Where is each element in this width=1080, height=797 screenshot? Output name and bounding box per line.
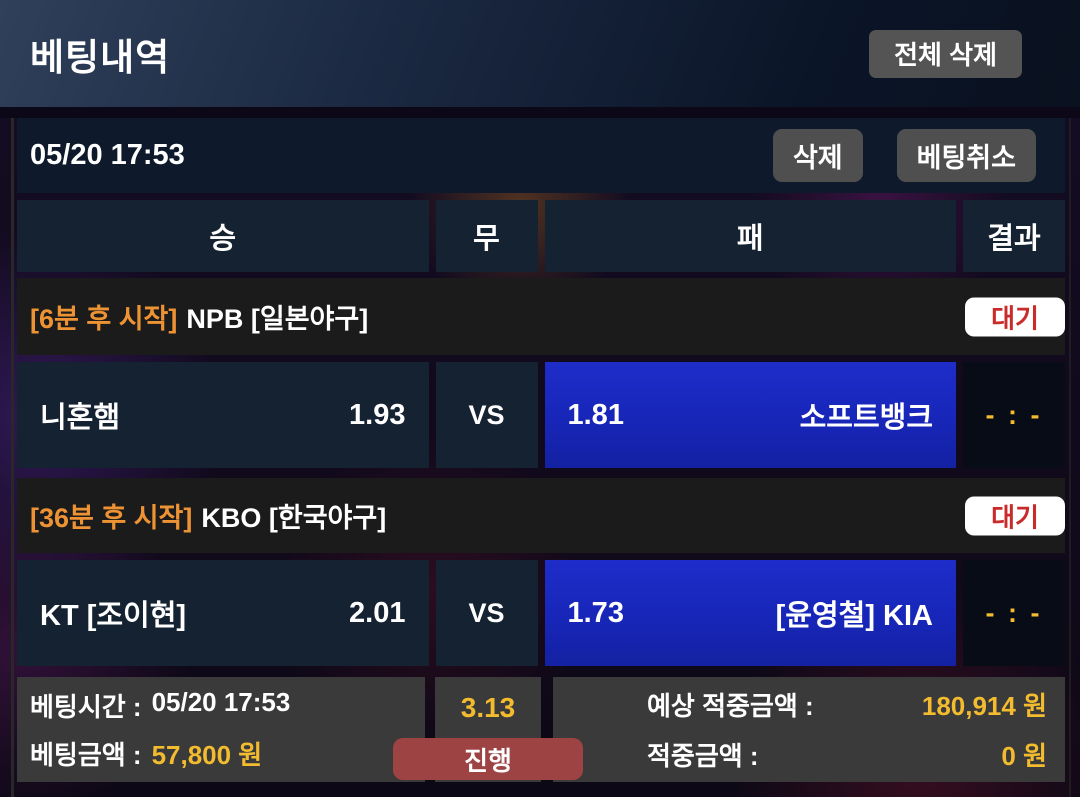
bet-time-line: 베팅시간 : 05/20 17:53 <box>30 687 425 724</box>
away-bet-cell-selected[interactable]: 1.81 소프트뱅크 <box>544 362 956 468</box>
home-team-name: KT [조이현] <box>40 600 187 632</box>
home-odds: 2.01 <box>349 596 406 629</box>
home-odds: 1.93 <box>349 398 406 431</box>
bet-history-board: 05/20 17:53 삭제 베팅취소 승 무 패 결과 [6분 후 시작] N… <box>0 118 1080 797</box>
away-team-name: 소프트뱅크 <box>799 402 933 434</box>
match-start-note: [36분 후 시작] <box>30 503 193 533</box>
delete-all-button[interactable]: 전체 삭제 <box>869 29 1022 78</box>
bet-time-value: 05/20 17:53 <box>151 687 291 717</box>
home-bet-cell[interactable]: 니혼햄 1.93 <box>17 362 429 468</box>
home-team-name: 니혼햄 <box>40 402 121 434</box>
vs-cell: VS <box>435 560 538 666</box>
page-header: 베팅내역 전체 삭제 <box>0 0 1080 107</box>
match-status-badge: 대기 <box>965 297 1065 336</box>
expected-win-value: 180,914 원 <box>921 691 1047 721</box>
match-row-npb: 니혼햄 1.93 VS 1.81 소프트뱅크 - : - <box>17 362 1065 468</box>
match-score: - : - <box>963 560 1065 666</box>
match-score: - : - <box>963 362 1065 468</box>
bet-summary: 베팅시간 : 05/20 17:53 베팅금액 : 57,800 원 3.13 … <box>17 677 1065 782</box>
match-start-note: [6분 후 시작] <box>30 304 178 334</box>
win-amount-label: 적중금액 : <box>647 741 759 771</box>
bet-amount-line: 베팅금액 : 57,800 원 <box>30 735 425 772</box>
bet-amount-value: 57,800 원 <box>151 740 263 770</box>
bet-summary-left: 베팅시간 : 05/20 17:53 베팅금액 : 57,800 원 <box>17 677 425 782</box>
column-header-result: 결과 <box>963 200 1065 272</box>
home-bet-cell[interactable]: KT [조이현] 2.01 <box>17 560 429 666</box>
away-odds: 1.81 <box>567 398 624 431</box>
cancel-bet-button[interactable]: 베팅취소 <box>896 129 1036 182</box>
bet-time-label: 베팅시간 : <box>30 692 142 722</box>
away-team-name: [윤영철] KIA <box>775 600 933 632</box>
away-bet-cell-selected[interactable]: 1.73 [윤영철] KIA <box>544 560 956 666</box>
win-amount-value: 0 원 <box>1001 741 1047 771</box>
vs-cell: VS <box>435 362 538 468</box>
odds-table-header: 승 무 패 결과 <box>17 200 1065 272</box>
match-row-kbo: KT [조이현] 2.01 VS 1.73 [윤영철] KIA - : - <box>17 560 1065 666</box>
bet-slip-actions: 삭제 베팅취소 <box>772 129 1036 182</box>
bet-slip-header: 05/20 17:53 삭제 베팅취소 <box>17 118 1065 193</box>
column-header-draw: 무 <box>435 200 538 272</box>
league-row-npb: [6분 후 시작] NPB [일본야구] 대기 <box>17 278 1065 355</box>
expected-win-line: 예상 적중금액 : 180,914 원 <box>647 686 1047 723</box>
bet-amount-label: 베팅금액 : <box>30 740 142 770</box>
delete-bet-button[interactable]: 삭제 <box>772 129 863 182</box>
expected-win-label: 예상 적중금액 : <box>647 691 814 721</box>
bet-placed-time: 05/20 17:53 <box>30 139 185 171</box>
league-row-kbo: [36분 후 시작] KBO [한국야구] 대기 <box>17 478 1065 553</box>
total-odds-value: 3.13 <box>460 692 516 723</box>
away-odds: 1.73 <box>567 596 624 629</box>
bet-progress-status-button[interactable]: 진행 <box>393 738 583 780</box>
column-header-win: 승 <box>17 200 429 272</box>
bet-summary-right: 예상 적중금액 : 180,914 원 적중금액 : 0 원 <box>553 677 1065 782</box>
league-name: KBO [한국야구] <box>201 503 387 533</box>
league-name: NPB [일본야구] <box>186 304 369 334</box>
match-status-badge: 대기 <box>965 496 1065 535</box>
column-header-lose: 패 <box>544 200 956 272</box>
win-amount-line: 적중금액 : 0 원 <box>647 736 1047 773</box>
page-title: 베팅내역 <box>30 36 171 78</box>
